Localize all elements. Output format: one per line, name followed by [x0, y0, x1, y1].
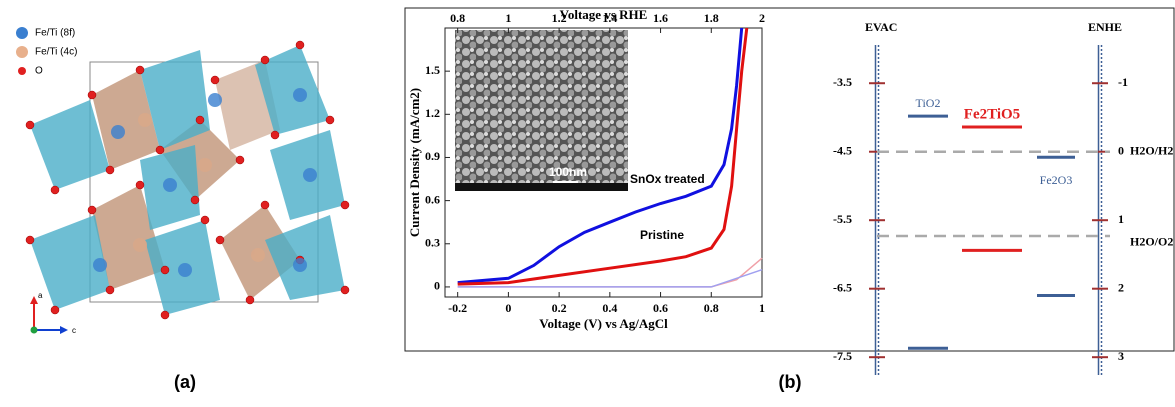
x2-tick-label: 2	[759, 11, 765, 25]
x-tick-label: 0.2	[552, 301, 567, 315]
y-axis-title: EVAC	[865, 20, 897, 34]
y-tick-label: 0.6	[425, 192, 440, 206]
x-tick-label: 0	[505, 301, 511, 315]
y-tick-label: -7.5	[833, 349, 852, 363]
x2-tick-label: 0.8	[450, 11, 465, 25]
crystal-structure	[25, 40, 350, 320]
y-tick-label: 0.3	[425, 236, 440, 250]
panel-frame	[404, 7, 1175, 352]
x2-axis-title: Voltage vs RHE	[560, 7, 648, 22]
axis-label: c	[72, 326, 76, 335]
sem-inset	[455, 30, 628, 191]
series-line	[457, 268, 763, 288]
y-tick-label: 1.5	[425, 63, 440, 77]
reference-label: H2O/O2	[1130, 235, 1173, 249]
crystal-legend: Fe/Ti (8f) Fe/Ti (4c) O	[16, 27, 77, 77]
x2-tick-label: 1	[505, 11, 511, 25]
level-label: TiO2	[916, 96, 941, 110]
y2-tick-label: -1	[1118, 75, 1128, 89]
x-tick-label: 1	[759, 301, 765, 315]
panel-label: (b)	[779, 372, 802, 392]
y2-tick-label: 0	[1118, 143, 1124, 157]
legend-label: Fe/Ti (4c)	[35, 47, 77, 58]
x-axis-title: Voltage (V) vs Ag/AgCl	[539, 316, 668, 331]
level-label: Fe2O3	[1040, 173, 1073, 187]
axis-label: a	[38, 291, 43, 300]
panel-label: (a)	[174, 372, 196, 392]
x-tick-label: 0.8	[704, 301, 719, 315]
y-tick-label: -3.5	[833, 75, 852, 89]
series-label: Pristine	[640, 228, 684, 242]
level-label: Fe2TiO5	[964, 106, 1020, 122]
y2-tick-label: 1	[1118, 212, 1124, 226]
inset-annotation: 100nm	[549, 165, 587, 179]
y-tick-label: -5.5	[833, 212, 852, 226]
y2-tick-label: 2	[1118, 280, 1124, 294]
y-axis-title: Current Density (mA/cm2)	[407, 88, 422, 237]
y-tick-label: 0	[434, 279, 440, 293]
x2-tick-label: 1.8	[704, 11, 719, 25]
legend-label: O	[35, 66, 43, 77]
y-tick-label: 1.2	[425, 106, 440, 120]
y-tick-label: -6.5	[833, 280, 852, 294]
crystal-axes: a c	[30, 291, 76, 335]
y-tick-label: 0.9	[425, 149, 440, 163]
series-line	[457, 27, 749, 286]
series-line	[457, 27, 744, 285]
x-tick-label: 0.6	[653, 301, 668, 315]
x2-tick-label: 1.4	[602, 11, 617, 25]
y2-axis-title: ENHE	[1088, 20, 1122, 34]
y2-tick-label: 3	[1118, 349, 1124, 363]
x2-tick-label: 1.2	[552, 11, 567, 25]
x-tick-label: 0.4	[602, 301, 617, 315]
series-label: SnOx treated	[630, 172, 705, 186]
x2-tick-label: 1.6	[653, 11, 668, 25]
y-tick-label: -4.5	[833, 143, 852, 157]
plot-frame	[444, 27, 763, 298]
x-tick-label: -0.2	[448, 301, 467, 315]
reference-label: H2O/H2	[1130, 143, 1173, 157]
legend-label: Fe/Ti (8f)	[35, 28, 75, 39]
